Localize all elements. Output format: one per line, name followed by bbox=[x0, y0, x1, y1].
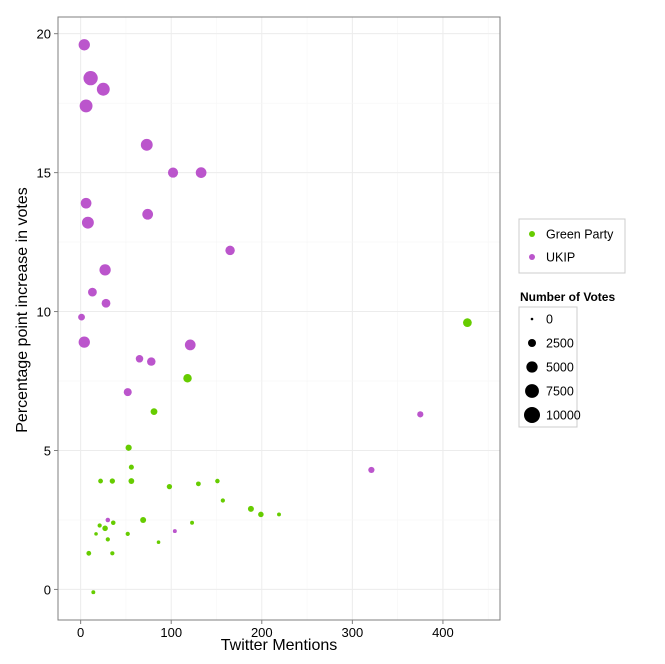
size-legend-label: 2500 bbox=[546, 337, 574, 351]
size-legend-key bbox=[524, 407, 540, 423]
party-legend-box bbox=[518, 218, 626, 274]
data-point bbox=[109, 478, 115, 484]
data-point bbox=[105, 537, 110, 542]
size-legend: Number of Votes 0 2500 5000 7500 10000 bbox=[518, 290, 615, 428]
data-point bbox=[277, 512, 281, 517]
data-point bbox=[96, 82, 110, 96]
x-tick-label: 200 bbox=[251, 625, 273, 640]
data-point bbox=[80, 197, 92, 209]
data-point bbox=[78, 313, 85, 321]
data-point bbox=[172, 529, 177, 534]
x-axis-label: Twitter Mentions bbox=[221, 637, 337, 654]
data-point bbox=[128, 478, 135, 484]
data-point bbox=[128, 464, 134, 470]
size-legend-label: 0 bbox=[546, 313, 553, 327]
data-point bbox=[225, 245, 235, 256]
y-tick-label: 5 bbox=[44, 443, 51, 458]
party-legend: Green Party UKIP bbox=[518, 218, 626, 274]
data-point bbox=[123, 388, 132, 397]
data-point bbox=[125, 444, 132, 451]
party-legend-label: UKIP bbox=[546, 251, 575, 265]
x-axis-ticks: 0 100 200 300 400 bbox=[77, 620, 454, 640]
size-legend-key bbox=[528, 339, 536, 347]
size-legend-label: 10000 bbox=[546, 409, 581, 423]
data-point bbox=[220, 498, 225, 503]
data-point bbox=[140, 516, 147, 523]
data-point bbox=[83, 70, 98, 86]
party-legend-label: Green Party bbox=[546, 228, 614, 242]
data-point bbox=[166, 483, 173, 490]
data-point bbox=[368, 466, 375, 474]
data-point bbox=[78, 336, 90, 348]
size-legend-key bbox=[526, 361, 538, 373]
series-ukip bbox=[78, 39, 424, 534]
series-green-party bbox=[86, 318, 472, 595]
data-point bbox=[94, 532, 98, 536]
data-point bbox=[78, 39, 90, 51]
x-tick-label: 300 bbox=[342, 625, 364, 640]
party-legend-key bbox=[529, 254, 535, 260]
y-tick-label: 15 bbox=[37, 166, 51, 181]
data-point bbox=[110, 520, 116, 526]
data-point bbox=[195, 167, 207, 178]
x-tick-label: 0 bbox=[77, 625, 84, 640]
plot-panel bbox=[58, 17, 500, 620]
data-points bbox=[78, 39, 472, 595]
data-point bbox=[150, 408, 158, 415]
data-point bbox=[86, 550, 92, 556]
data-point bbox=[258, 511, 264, 518]
x-tick-label: 400 bbox=[432, 625, 454, 640]
data-point bbox=[81, 216, 94, 229]
size-legend-label: 5000 bbox=[546, 361, 574, 375]
data-point bbox=[125, 531, 130, 536]
plot-panel-border bbox=[57, 16, 501, 621]
y-tick-label: 20 bbox=[37, 27, 51, 42]
data-point bbox=[101, 298, 111, 308]
y-axis-ticks: 0 5 10 15 20 bbox=[37, 27, 58, 597]
party-legend-key bbox=[529, 231, 535, 237]
y-axis-label: Percentage point increase in votes bbox=[14, 187, 31, 432]
data-point bbox=[88, 287, 97, 297]
y-tick-label: 10 bbox=[37, 305, 51, 320]
data-point bbox=[184, 339, 196, 351]
data-point bbox=[102, 525, 108, 532]
data-point bbox=[167, 167, 179, 178]
size-legend-key bbox=[530, 317, 534, 321]
data-point bbox=[79, 99, 93, 113]
data-point bbox=[97, 523, 102, 528]
size-legend-label: 7500 bbox=[546, 385, 574, 399]
size-legend-key bbox=[525, 384, 539, 398]
data-point bbox=[215, 478, 220, 484]
plot-background bbox=[58, 17, 500, 620]
data-point bbox=[417, 411, 424, 418]
data-point bbox=[247, 505, 254, 512]
data-point bbox=[190, 520, 195, 525]
data-point bbox=[142, 208, 154, 220]
data-point bbox=[105, 517, 111, 523]
data-point bbox=[463, 318, 472, 328]
data-point bbox=[135, 355, 144, 363]
x-tick-label: 100 bbox=[160, 625, 182, 640]
data-point bbox=[183, 374, 192, 383]
data-point bbox=[195, 481, 201, 487]
data-point bbox=[140, 138, 153, 151]
gridlines bbox=[58, 17, 500, 620]
data-point bbox=[91, 590, 96, 595]
data-point bbox=[147, 357, 156, 366]
size-legend-title: Number of Votes bbox=[520, 290, 615, 304]
data-point bbox=[156, 540, 161, 544]
data-point bbox=[99, 264, 111, 276]
data-point bbox=[110, 551, 115, 556]
data-point bbox=[98, 478, 103, 484]
y-tick-label: 0 bbox=[44, 582, 51, 597]
